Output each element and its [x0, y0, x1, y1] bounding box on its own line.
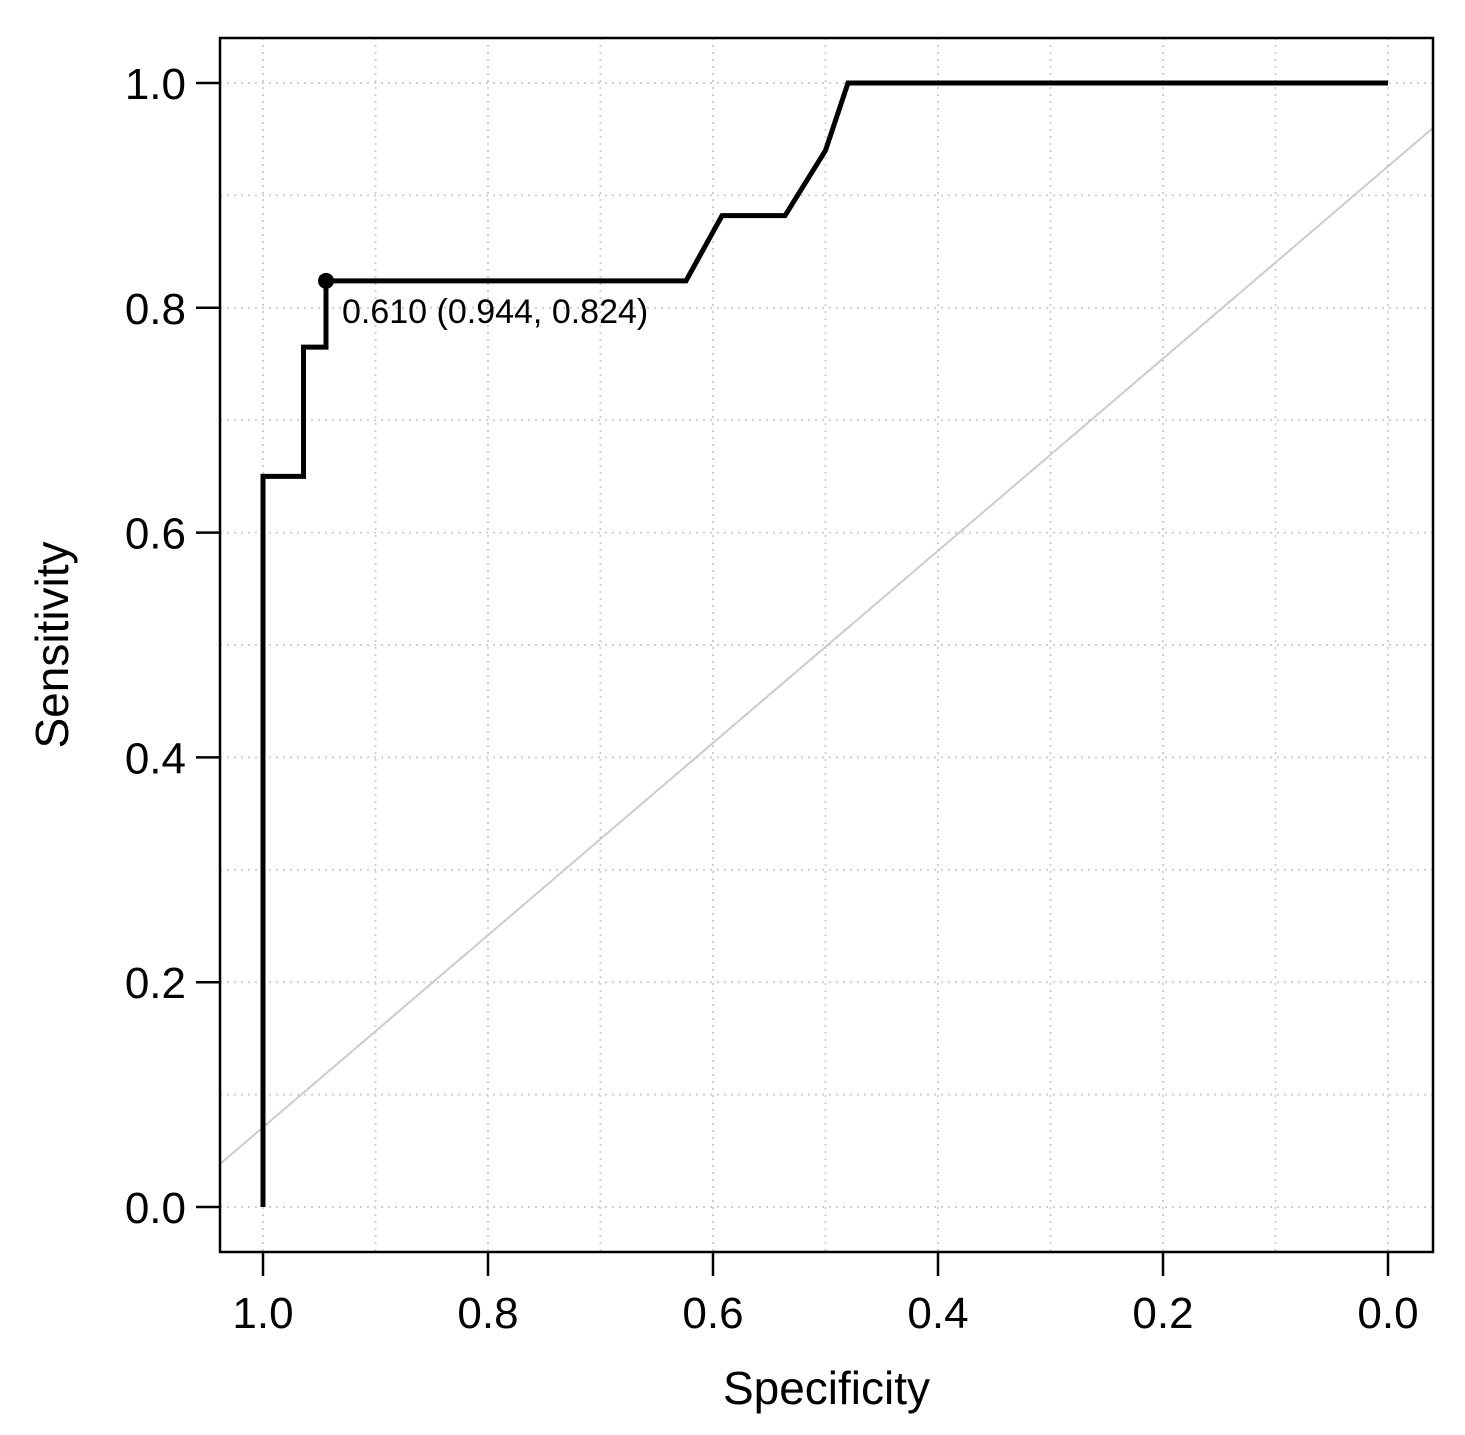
- y-tick-label: 0.0: [125, 1184, 186, 1233]
- y-axis: 0.0 0.2 0.4 0.6 0.8 1.0: [125, 60, 220, 1233]
- y-axis-title: Sensitivity: [26, 541, 78, 748]
- x-tick-label: 0.6: [682, 1289, 743, 1338]
- roc-curve: [260, 80, 1388, 1207]
- x-axis-title: Specificity: [723, 1362, 930, 1414]
- y-tick-label: 0.6: [125, 510, 186, 559]
- x-tick-label: 0.4: [907, 1289, 968, 1338]
- x-axis: 1.0 0.8 0.6 0.4 0.2 0.0: [232, 1252, 1419, 1338]
- y-tick-label: 0.2: [125, 959, 186, 1008]
- y-tick-label: 0.8: [125, 285, 186, 334]
- x-tick-label: 0.0: [1357, 1289, 1418, 1338]
- x-tick-label: 0.8: [457, 1289, 518, 1338]
- x-tick-label: 0.2: [1132, 1289, 1193, 1338]
- reference-diagonal: [219, 127, 1434, 1165]
- optimal-threshold-label: 0.610 (0.944, 0.824): [342, 293, 648, 331]
- optimal-threshold-point: [318, 272, 334, 289]
- x-tick-label: 1.0: [232, 1289, 293, 1338]
- y-tick-label: 1.0: [125, 60, 186, 109]
- y-tick-label: 0.4: [125, 734, 186, 783]
- plot-frame: [218, 36, 1435, 1254]
